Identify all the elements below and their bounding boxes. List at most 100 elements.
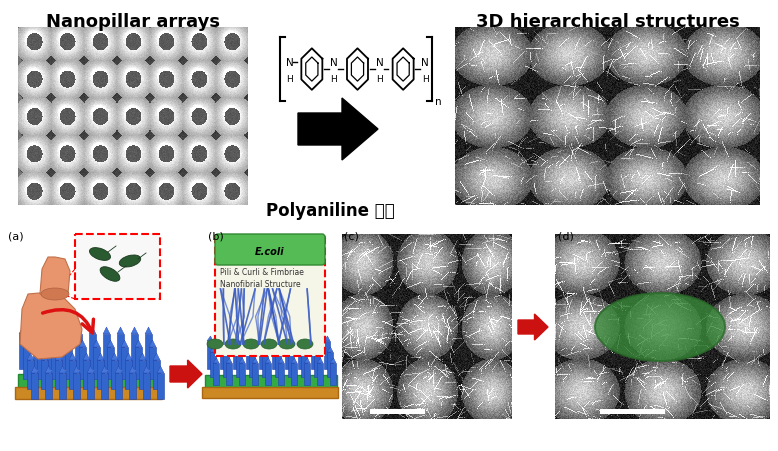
Text: Polyaniline 코팅: Polyaniline 코팅 — [265, 202, 394, 220]
Polygon shape — [285, 336, 291, 341]
Polygon shape — [324, 336, 330, 341]
Polygon shape — [93, 340, 100, 347]
Bar — [75, 235, 160, 299]
Text: Pili & Curli & Fimbriae: Pili & Curli & Fimbriae — [220, 267, 304, 276]
Bar — [330, 363, 336, 385]
Bar — [79, 347, 86, 379]
Bar — [135, 347, 142, 379]
Ellipse shape — [100, 267, 120, 282]
Bar — [324, 341, 330, 369]
Text: N: N — [422, 58, 429, 68]
Bar — [239, 363, 245, 385]
Bar — [600, 409, 665, 414]
Bar — [213, 363, 219, 385]
Polygon shape — [249, 347, 255, 352]
Bar — [18, 374, 158, 388]
Polygon shape — [301, 347, 307, 352]
Ellipse shape — [225, 339, 241, 349]
Polygon shape — [236, 347, 242, 352]
Polygon shape — [233, 336, 239, 341]
Polygon shape — [278, 358, 284, 363]
Polygon shape — [40, 258, 70, 297]
Bar — [205, 375, 337, 388]
Text: E.coli: E.coli — [255, 246, 285, 257]
Polygon shape — [139, 353, 146, 360]
Bar — [246, 341, 252, 369]
Text: N: N — [376, 58, 384, 68]
Polygon shape — [131, 327, 138, 334]
Bar — [73, 373, 80, 399]
Text: Nanofibrial Structure: Nanofibrial Structure — [220, 279, 300, 288]
Bar — [262, 352, 268, 377]
Bar — [41, 360, 48, 389]
Bar — [327, 352, 333, 377]
Polygon shape — [129, 366, 136, 373]
Polygon shape — [149, 340, 156, 347]
Polygon shape — [111, 353, 118, 360]
Polygon shape — [51, 340, 58, 347]
Bar — [69, 360, 76, 389]
Polygon shape — [265, 358, 271, 363]
Text: H: H — [286, 75, 293, 84]
Polygon shape — [101, 366, 108, 373]
Bar — [223, 352, 229, 377]
Bar — [278, 363, 284, 385]
Polygon shape — [298, 99, 378, 161]
Polygon shape — [288, 347, 294, 352]
Polygon shape — [65, 340, 72, 347]
Polygon shape — [210, 347, 216, 352]
Polygon shape — [31, 366, 38, 373]
Polygon shape — [47, 327, 54, 334]
Bar — [31, 373, 38, 399]
Polygon shape — [19, 327, 26, 334]
Bar — [33, 334, 40, 369]
Bar — [23, 347, 30, 379]
Bar — [157, 373, 164, 399]
Bar — [215, 236, 325, 356]
Bar — [87, 373, 94, 399]
Bar — [370, 409, 425, 414]
Text: H: H — [331, 75, 338, 84]
Polygon shape — [153, 353, 160, 360]
Polygon shape — [272, 336, 278, 341]
Polygon shape — [304, 358, 310, 363]
Bar — [288, 352, 294, 377]
Ellipse shape — [207, 339, 223, 349]
Bar — [149, 347, 156, 379]
Bar — [311, 341, 317, 369]
Ellipse shape — [89, 248, 110, 261]
Bar — [107, 347, 114, 379]
Bar — [226, 363, 232, 385]
Polygon shape — [23, 340, 30, 347]
Polygon shape — [213, 358, 219, 363]
Polygon shape — [125, 353, 132, 360]
Polygon shape — [143, 366, 150, 373]
Polygon shape — [275, 347, 281, 352]
Bar — [301, 352, 307, 377]
Polygon shape — [73, 366, 80, 373]
Bar — [145, 334, 152, 369]
Polygon shape — [89, 327, 96, 334]
Bar — [220, 341, 226, 369]
Text: Nanopillar arrays: Nanopillar arrays — [46, 13, 220, 31]
Polygon shape — [252, 358, 258, 363]
Bar — [55, 360, 62, 389]
Text: N: N — [286, 58, 293, 68]
Bar — [272, 341, 278, 369]
Text: n: n — [435, 97, 442, 106]
Bar — [103, 334, 110, 369]
Text: H: H — [422, 75, 429, 84]
Polygon shape — [291, 358, 297, 363]
Bar — [207, 341, 213, 369]
Bar — [125, 360, 132, 389]
Polygon shape — [518, 314, 548, 340]
Polygon shape — [83, 353, 90, 360]
Polygon shape — [75, 327, 82, 334]
Polygon shape — [220, 336, 226, 341]
Ellipse shape — [243, 339, 259, 349]
Bar — [131, 334, 138, 369]
Bar — [101, 373, 108, 399]
Bar — [59, 373, 66, 399]
Polygon shape — [157, 366, 164, 373]
Text: (b): (b) — [208, 231, 224, 241]
